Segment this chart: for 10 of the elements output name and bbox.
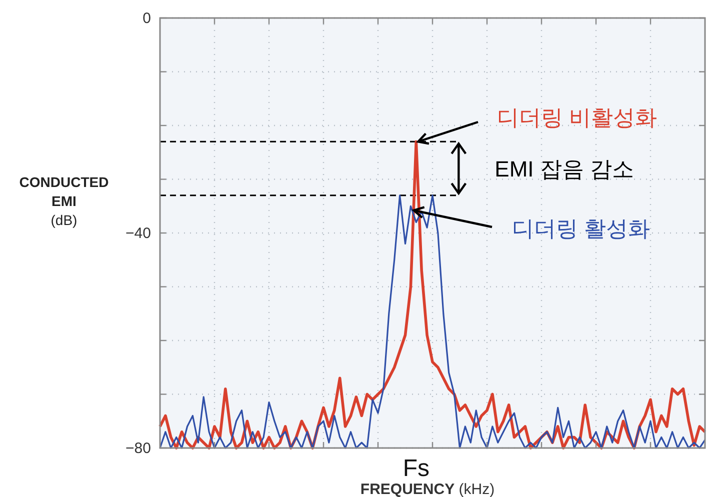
y-tick-label: −40 xyxy=(126,225,151,242)
x-axis-title: FREQUENCY (kHz) xyxy=(360,481,495,497)
line-series xyxy=(159,194,706,449)
y-axis-title: CONDUCTED EMI (dB) xyxy=(19,174,109,228)
text: 디더링 비활성화 xyxy=(497,105,658,130)
x-tick-label: Fs xyxy=(402,455,430,482)
annotation: EMI 잡음 감소 xyxy=(494,156,634,182)
y-tick-label: −80 xyxy=(126,440,151,457)
text: 디더링 활성화 xyxy=(512,216,650,241)
y-tick-label: 0 xyxy=(142,10,151,27)
